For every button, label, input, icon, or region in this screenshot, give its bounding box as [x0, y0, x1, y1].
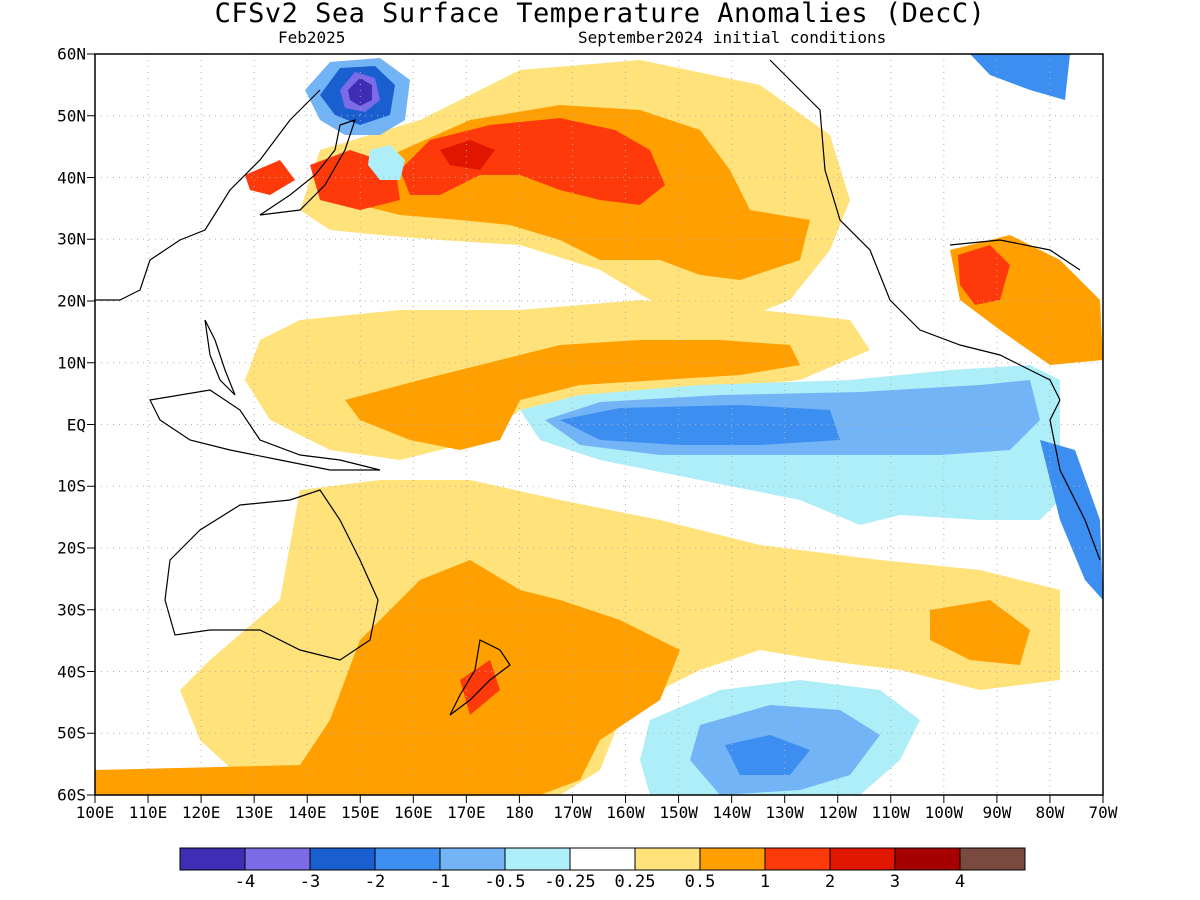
lat-label: 10N: [57, 353, 86, 373]
anomaly-region-south-strip: [95, 765, 330, 795]
lon-label: 170W: [553, 803, 592, 822]
colorbar-swatch: [829, 847, 896, 871]
colorbar-swatch: [764, 847, 831, 871]
colorbar-swatch: [309, 847, 376, 871]
colorbar: [179, 847, 1026, 871]
lon-label: 120E: [181, 803, 221, 822]
colorbar-tick-label: -1: [429, 872, 451, 892]
colorbar-tick-label: 3: [889, 872, 901, 892]
anomaly-region-eq-neg1: [560, 405, 840, 445]
forecast-month: Feb2025: [278, 28, 346, 47]
anomaly-region-peru-coast: [1040, 440, 1103, 600]
lon-label: 130E: [234, 803, 274, 822]
anomaly-region-alaska-cold: [970, 54, 1070, 100]
colorbar-swatch: [244, 847, 311, 871]
lon-label: 140W: [712, 803, 751, 822]
south-america-coast: [1049, 399, 1101, 561]
lat-label: 50S: [57, 723, 86, 743]
anomaly-region-tropical-pos1: [345, 340, 800, 450]
north-america-coast: [769, 59, 1061, 401]
lon-label: 150W: [659, 803, 698, 822]
lat-label: 20S: [57, 538, 86, 558]
lat-label: EQ: [66, 415, 86, 434]
lon-label: 130W: [765, 803, 804, 822]
anomaly-region-neg4: [348, 78, 372, 106]
lon-label: 150E: [340, 803, 380, 822]
lat-label: 60N: [57, 44, 86, 64]
colorbar-swatch: [959, 847, 1026, 871]
anomaly-region-gulf-pos2: [958, 245, 1010, 305]
colorbar-swatch: [894, 847, 961, 871]
anomaly-field: [95, 54, 1103, 795]
japan-outline: [259, 119, 356, 216]
colorbar-swatch: [439, 847, 506, 871]
colorbar-tick-label: -3: [299, 872, 321, 892]
lon-label: 80W: [1035, 803, 1065, 822]
anomaly-region-cold-eddy: [368, 145, 405, 180]
colorbar-tick-label: -4: [234, 872, 256, 892]
lon-label: 90W: [982, 803, 1012, 822]
indonesia-outline: [149, 389, 381, 471]
colorbar-tick-label: 1: [759, 872, 771, 892]
colorbar-swatch: [504, 847, 571, 871]
lon-label: 180: [504, 803, 534, 822]
lon-label: 170E: [447, 803, 486, 822]
lon-label: 160W: [606, 803, 645, 822]
philippines-outline: [204, 319, 236, 396]
colorbar-tick-label: 4: [954, 872, 966, 892]
anomaly-region-se-pos1: [930, 600, 1030, 665]
lat-label: 60S: [57, 785, 86, 805]
anomaly-region-south-neg1: [725, 735, 810, 775]
lon-label: 110W: [871, 803, 911, 822]
axis-ticks: [87, 53, 1104, 803]
new-zealand-outline: [449, 639, 511, 716]
lat-label: 50N: [57, 106, 86, 126]
lat-label: 20N: [57, 291, 86, 311]
lat-label: 40S: [57, 662, 86, 681]
lon-label: 100E: [75, 803, 115, 822]
colorbar-tick-label: -0.25: [544, 872, 596, 892]
lat-label: 40N: [57, 168, 86, 187]
colorbar-swatch: [699, 847, 766, 871]
chart-title: CFSv2 Sea Surface Temperature Anomalies …: [214, 0, 986, 29]
coastlines: [95, 59, 1101, 716]
lon-label: 110E: [128, 803, 168, 822]
australia-outline: [164, 489, 379, 661]
colorbar-tick-label: 0.5: [684, 872, 716, 892]
lat-label: 10S: [57, 476, 86, 496]
colorbar-swatch: [634, 847, 701, 871]
colorbar-swatch: [374, 847, 441, 871]
lon-label: 100W: [924, 803, 964, 822]
lat-label: 30S: [57, 600, 86, 620]
asia-coast: [95, 89, 321, 301]
colorbar-swatch: [569, 847, 636, 871]
anomaly-region-nz-pos2: [460, 660, 500, 715]
colorbar-tick-label: -2: [364, 872, 386, 892]
colorbar-tick-label: 2: [824, 872, 836, 892]
initial-conditions-label: September2024 initial conditions: [578, 28, 887, 47]
colorbar-tick-label: -0.5: [484, 872, 526, 892]
lon-label: 140E: [287, 803, 327, 822]
anomaly-region-pos2: [400, 118, 665, 205]
gulf-coast: [949, 239, 1081, 271]
lat-label: 30N: [57, 229, 86, 249]
lon-label: 160E: [394, 803, 433, 822]
colorbar-swatch: [179, 847, 246, 871]
lon-label: 120W: [818, 803, 857, 822]
lon-label: 70W: [1088, 803, 1118, 822]
anomaly-region-pos3: [440, 140, 495, 170]
colorbar-tick-label: 0.25: [614, 872, 656, 892]
